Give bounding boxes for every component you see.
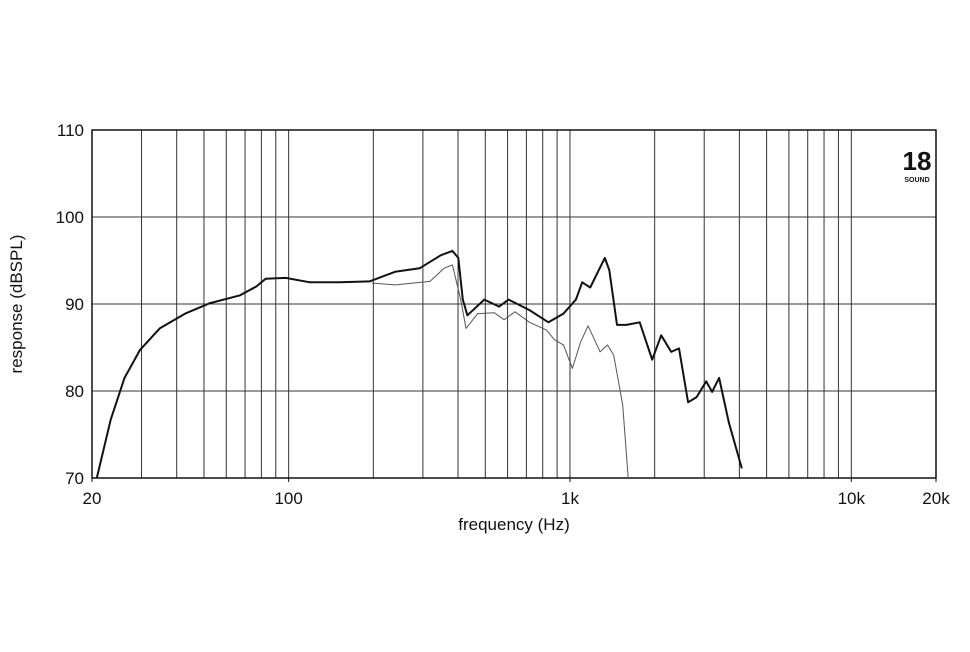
y-axis-label: response (dBSPL)	[7, 235, 26, 374]
plot-frame	[91, 129, 937, 479]
x-tick-label: 20	[83, 489, 102, 508]
y-tick-label: 110	[57, 121, 84, 140]
logo: 18	[903, 146, 932, 176]
response-line	[372, 264, 629, 479]
x-axis-label: frequency (Hz)	[458, 515, 569, 534]
x-tick-label: 10k	[838, 489, 866, 508]
x-tick-label: 1k	[561, 489, 579, 508]
y-tick-label: 90	[65, 295, 84, 314]
response-line	[95, 249, 743, 479]
logo-subtitle: SOUND	[904, 177, 929, 184]
x-tick-label: 100	[274, 489, 302, 508]
x-tick-label: 20k	[922, 489, 950, 508]
y-tick-label: 100	[56, 208, 84, 227]
y-tick-label: 70	[65, 469, 84, 488]
y-tick-label: 80	[65, 382, 84, 401]
